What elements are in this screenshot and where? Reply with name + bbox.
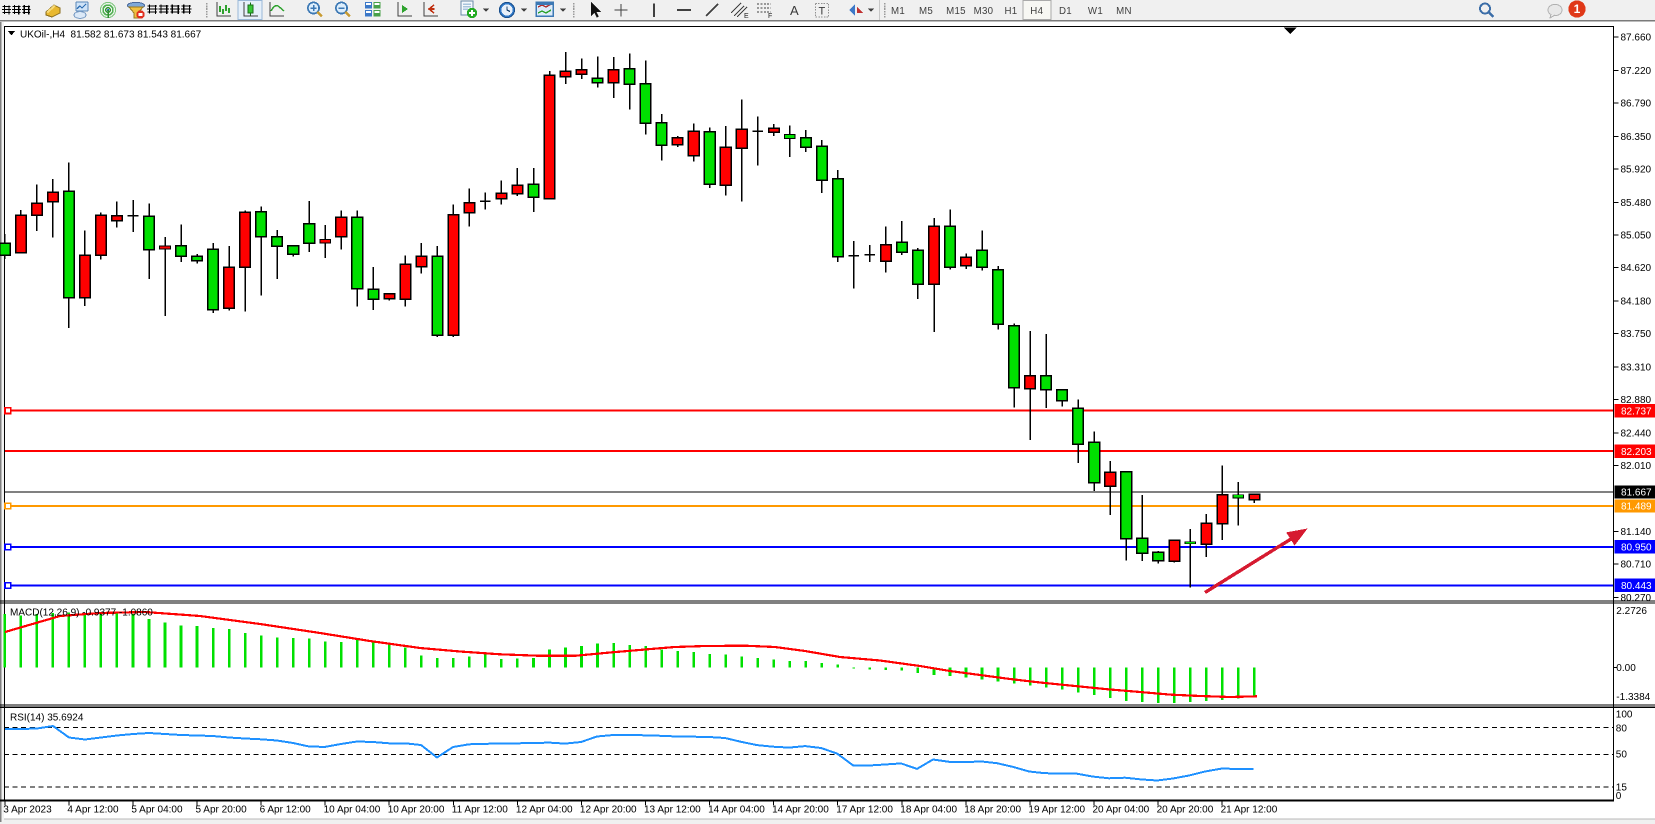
svg-text:80: 80 [1616,723,1628,734]
svg-text:82.880: 82.880 [1621,395,1652,406]
svg-text:4 Apr 12:00: 4 Apr 12:00 [67,804,119,815]
svg-text:-1.3384: -1.3384 [1616,692,1650,703]
svg-text:17 Apr 12:00: 17 Apr 12:00 [836,804,893,815]
svg-text:UKOil-,H4 81.582 81.673 81.54: UKOil-,H4 81.582 81.673 81.543 81.667 [20,30,202,41]
svg-text:87.660: 87.660 [1621,33,1652,44]
svg-text:M15: M15 [946,6,966,17]
svg-text:80.710: 80.710 [1621,560,1652,571]
svg-text:15: 15 [1616,783,1628,794]
svg-text:W1: W1 [1088,6,1103,17]
svg-text:H1: H1 [1005,6,1018,17]
svg-text:18 Apr 04:00: 18 Apr 04:00 [900,804,957,815]
svg-text:86.790: 86.790 [1621,99,1652,110]
svg-text:86.350: 86.350 [1621,132,1652,143]
svg-text:82.010: 82.010 [1621,461,1652,472]
svg-text:M1: M1 [891,6,905,17]
svg-text:12 Apr 04:00: 12 Apr 04:00 [516,804,573,815]
svg-text:82.440: 82.440 [1621,429,1652,440]
svg-text:RSI(14) 35.6924: RSI(14) 35.6924 [10,713,84,724]
svg-text:MACD(12,26,9) -0.9377 -1.0860: MACD(12,26,9) -0.9377 -1.0860 [10,608,153,619]
svg-text:14 Apr 20:00: 14 Apr 20:00 [772,804,829,815]
svg-text:M5: M5 [919,6,933,17]
svg-text:82.203: 82.203 [1621,447,1652,458]
svg-text:5 Apr 20:00: 5 Apr 20:00 [196,804,248,815]
svg-text:20 Apr 20:00: 20 Apr 20:00 [1157,804,1214,815]
svg-text:10 Apr 20:00: 10 Apr 20:00 [388,804,445,815]
svg-text:50: 50 [1616,750,1628,761]
svg-text:83.310: 83.310 [1621,363,1652,374]
svg-text:100: 100 [1616,709,1633,720]
svg-text:5 Apr 04:00: 5 Apr 04:00 [131,804,183,815]
svg-text:10 Apr 04:00: 10 Apr 04:00 [324,804,381,815]
svg-text:6 Apr 12:00: 6 Apr 12:00 [260,804,312,815]
svg-text:T: T [819,6,826,18]
svg-text:18 Apr 20:00: 18 Apr 20:00 [964,804,1021,815]
svg-text:0: 0 [1616,791,1622,802]
svg-text:19 Apr 12:00: 19 Apr 12:00 [1028,804,1085,815]
svg-text:11 Apr 12:00: 11 Apr 12:00 [452,804,508,815]
svg-text:F: F [768,13,772,20]
svg-text:82.737: 82.737 [1621,406,1652,417]
svg-text:12 Apr 20:00: 12 Apr 20:00 [580,804,637,815]
svg-text:81.667: 81.667 [1621,488,1652,499]
svg-text:20 Apr 04:00: 20 Apr 04:00 [1093,804,1150,815]
svg-text:84.620: 84.620 [1621,263,1652,274]
svg-text:13 Apr 12:00: 13 Apr 12:00 [644,804,701,815]
svg-text:81.489: 81.489 [1621,502,1652,513]
svg-text:1: 1 [1574,2,1581,16]
svg-text:87.220: 87.220 [1621,66,1652,77]
svg-text:H4: H4 [1030,6,1043,17]
svg-text:A: A [790,3,799,18]
svg-text:84.180: 84.180 [1621,297,1652,308]
svg-text:M30: M30 [974,6,994,17]
svg-text:80.443: 80.443 [1621,581,1652,592]
svg-text:0.00: 0.00 [1616,663,1636,674]
svg-text:3 Apr 2023: 3 Apr 2023 [3,804,52,815]
svg-text:81.140: 81.140 [1621,527,1652,538]
svg-text:80.950: 80.950 [1621,543,1652,554]
svg-text:14 Apr 04:00: 14 Apr 04:00 [708,804,765,815]
svg-text:83.750: 83.750 [1621,329,1652,340]
svg-text:2.2726: 2.2726 [1616,606,1647,617]
svg-text:80.270: 80.270 [1621,593,1652,604]
svg-text:MN: MN [1116,6,1132,17]
svg-text:E: E [744,13,749,20]
svg-text:D1: D1 [1059,6,1072,17]
svg-text:85.920: 85.920 [1621,165,1652,176]
svg-text:85.480: 85.480 [1621,198,1652,209]
svg-text:21 Apr 12:00: 21 Apr 12:00 [1221,804,1278,815]
svg-text:85.050: 85.050 [1621,231,1652,242]
